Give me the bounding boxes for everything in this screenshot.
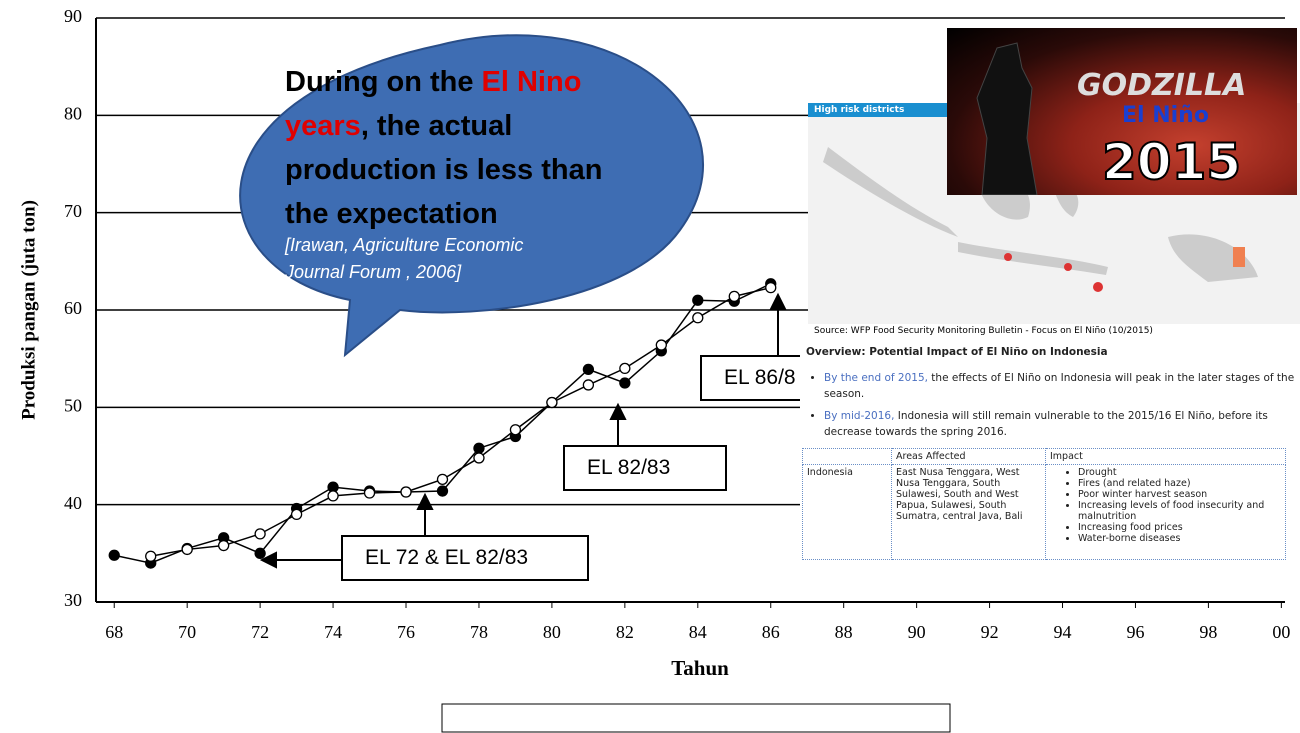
map-title: High risk districts: [808, 103, 950, 117]
y-tick-label: 30: [64, 590, 82, 610]
y-tick-label: 90: [64, 6, 82, 26]
bubble-text-part: During on the: [285, 66, 482, 98]
y-tick-label: 50: [64, 395, 82, 415]
data-point: [400, 486, 412, 498]
data-point: [473, 442, 485, 454]
x-tick-label: 78: [470, 622, 488, 642]
data-point: [436, 473, 449, 486]
data-point: [473, 452, 485, 464]
data-point: [145, 550, 157, 562]
overview-title: Overview: Potential Impact of El Niño on…: [806, 346, 1108, 358]
poster-year: 2015: [1101, 132, 1242, 192]
bullet-lead: By mid-2016,: [824, 410, 895, 422]
bubble-text-part: , the actual production is less than the…: [285, 110, 603, 230]
overview-bullets: By the end of 2015, the effects of El Ni…: [800, 370, 1300, 440]
bullet: By mid-2016, Indonesia will still remain…: [824, 408, 1300, 440]
impact-item: Fires (and related haze): [1078, 478, 1281, 489]
table-cell: East Nusa Tenggara, West Nusa Tenggara, …: [891, 464, 1046, 560]
data-point: [728, 290, 740, 303]
bullet-text: Indonesia will still remain vulnerable t…: [824, 410, 1268, 438]
bullet-text: the effects of El Niño on Indonesia will…: [824, 372, 1295, 400]
map-shapes: [823, 147, 1258, 292]
data-point: [619, 377, 631, 389]
impact-item: Increasing levels of food insecurity and…: [1078, 500, 1281, 522]
annotation-box: EL 86/8: [700, 355, 810, 401]
poster-subtitle: El Niño: [1122, 103, 1209, 128]
poster-title: GODZILLA: [1077, 68, 1247, 103]
impact-item: Increasing food prices: [1078, 522, 1281, 533]
data-point: [509, 424, 522, 436]
citation: [Irawan, Agriculture Economic Journal Fo…: [285, 235, 524, 282]
x-tick-label: 86: [762, 622, 780, 642]
data-point: [254, 547, 266, 559]
speech-bubble: [239, 34, 704, 358]
overview-panel: Overview: Potential Impact of El Niño on…: [800, 338, 1300, 590]
data-point: [108, 549, 120, 561]
data-point: [181, 543, 193, 556]
data-point: [692, 312, 704, 324]
data-point: [692, 294, 704, 306]
x-tick-label: 98: [1199, 622, 1217, 642]
table-cell: Indonesia: [802, 464, 892, 560]
y-tick-label: 40: [64, 493, 82, 513]
data-point: [655, 339, 667, 351]
y-tick-label: 70: [64, 201, 82, 221]
poster-figure: [976, 42, 1038, 195]
data-point: [436, 485, 449, 497]
table-cell: DroughtFires (and related haze)Poor wint…: [1045, 464, 1286, 560]
table-header: Areas Affected: [891, 448, 1046, 465]
table-header: Impact: [1045, 448, 1286, 465]
x-tick-label: 96: [1126, 622, 1144, 642]
y-tick-label: 80: [64, 103, 82, 123]
impact-table: Areas Affected Impact Indonesia East Nusa …: [802, 448, 1286, 560]
x-tick-label: 68: [105, 622, 123, 642]
x-tick-label: 82: [616, 622, 634, 642]
x-tick-label: 94: [1054, 622, 1072, 642]
x-tick-label: 74: [324, 622, 342, 642]
data-point: [619, 362, 631, 375]
x-tick-label: 84: [689, 622, 707, 642]
x-tick-label: 76: [397, 622, 415, 642]
x-tick-label: 00: [1272, 622, 1290, 642]
data-point: [582, 379, 595, 391]
data-point: [327, 490, 339, 502]
x-tick-label: 80: [543, 622, 561, 642]
poster-image: GODZILLA El Niño 2015: [947, 28, 1297, 195]
y-axis-title: Produksi pangan (juta ton): [18, 200, 39, 420]
x-tick-label: 72: [251, 622, 269, 642]
data-point: [363, 487, 376, 499]
y-tick-label: 60: [64, 298, 82, 318]
data-point: [254, 528, 266, 540]
impact-item: Poor winter harvest season: [1078, 489, 1281, 500]
bubble-highlight: El Nino years: [285, 66, 582, 142]
annotation-box: EL 82/83: [563, 445, 727, 491]
x-tick-label: 70: [178, 622, 196, 642]
annotation-arrows: [259, 292, 787, 569]
data-point: [582, 363, 595, 376]
map-source: Source: WFP Food Security Monitoring Bul…: [808, 324, 1300, 338]
series-line: [114, 283, 772, 564]
impact-item: Drought: [1078, 467, 1281, 478]
impact-item: Water-borne diseases: [1078, 533, 1281, 544]
bubble-text: During on the El Nino years, the actual …: [285, 60, 630, 236]
x-tick-label: 92: [981, 622, 999, 642]
bullet: By the end of 2015, the effects of El Ni…: [824, 370, 1300, 402]
bullet-lead: By the end of 2015,: [824, 372, 928, 384]
data-point: [218, 539, 230, 552]
data-point: [765, 281, 777, 294]
data-point: [546, 396, 558, 409]
x-axis-title: Tahun: [671, 656, 729, 680]
legend-box: [441, 703, 951, 733]
x-tick-label: 90: [908, 622, 926, 642]
annotation-box: EL 72 & EL 82/83: [341, 535, 589, 581]
data-point: [290, 508, 303, 521]
series-line: [150, 286, 771, 557]
x-tick-label: 88: [835, 622, 853, 642]
